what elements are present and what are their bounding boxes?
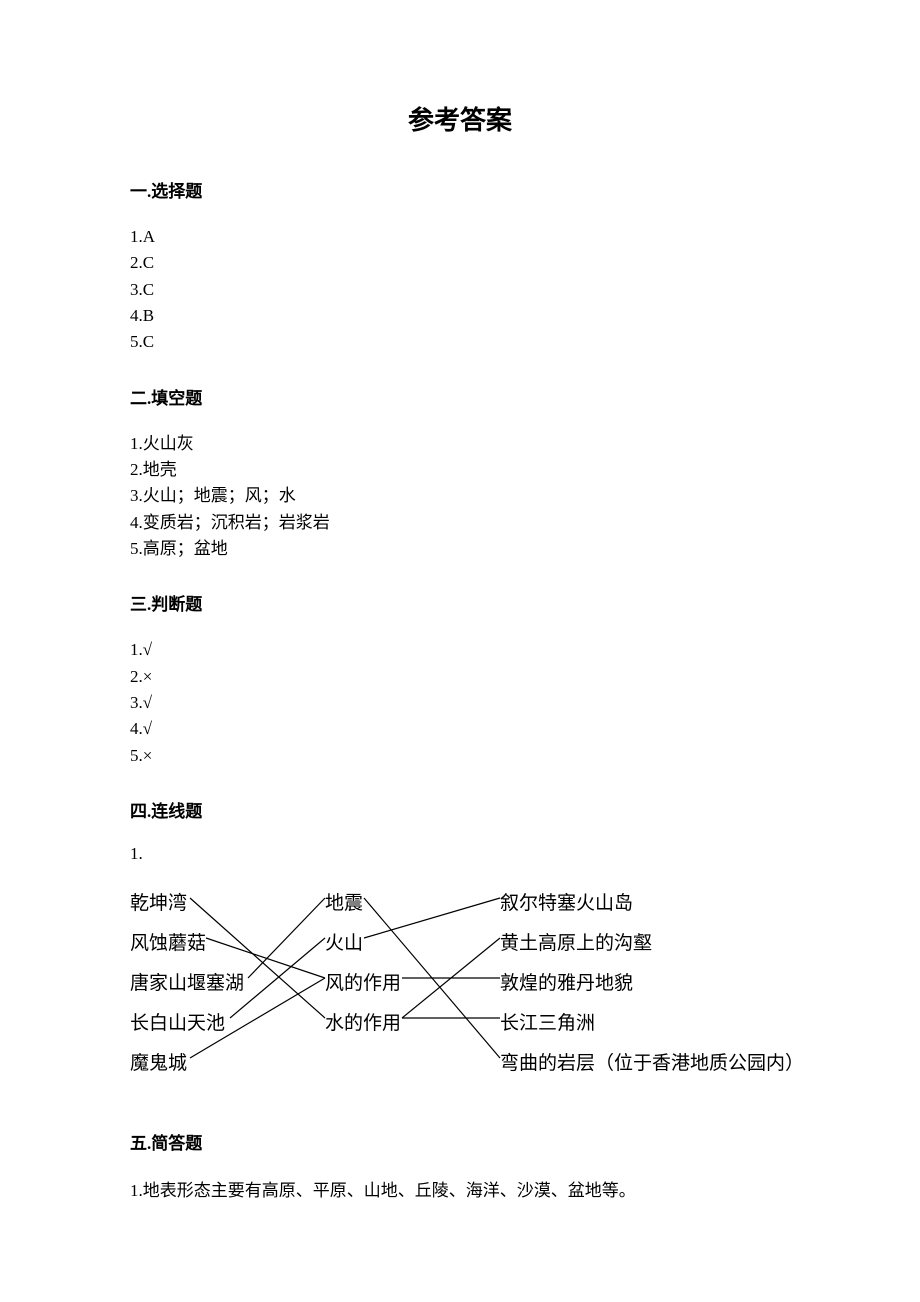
matching-number: 1. — [130, 844, 790, 864]
s1-item-2: 3.C — [130, 277, 790, 303]
section-1-items: 1.A2.C3.C4.B5.C — [130, 224, 790, 356]
s1-item-4: 5.C — [130, 329, 790, 355]
section-5-header: 五.简答题 — [130, 1129, 790, 1154]
match-left-0: 乾坤湾 — [130, 888, 187, 915]
matching-diagram: 乾坤湾风蚀蘑菇唐家山堰塞湖长白山天池魔鬼城 地震火山风的作用水的作用 叙尔特塞火山岛… — [130, 876, 810, 1101]
match-mid-1: 火山 — [325, 928, 363, 955]
match-right-4: 弯曲的岩层（位于香港地质公园内） — [500, 1048, 804, 1075]
s3-item-3: 4.√ — [130, 716, 790, 742]
s3-item-2: 3.√ — [130, 690, 790, 716]
s1-item-3: 4.B — [130, 303, 790, 329]
page-title: 参考答案 — [130, 100, 790, 137]
s1-item-1: 2.C — [130, 250, 790, 276]
section-2-items: 1.火山灰2.地壳3.火山；地震；风；水4.变质岩；沉积岩；岩浆岩5.高原；盆地 — [130, 431, 790, 563]
section-1-header: 一.选择题 — [130, 177, 790, 202]
match-mid-0: 地震 — [325, 888, 363, 915]
match-left-4: 魔鬼城 — [130, 1048, 187, 1075]
match-right-2: 敦煌的雅丹地貌 — [500, 968, 633, 995]
s3-item-4: 5.× — [130, 743, 790, 769]
match-mid-2: 风的作用 — [325, 968, 401, 995]
s3-item-1: 2.× — [130, 664, 790, 690]
s2-item-0: 1.火山灰 — [130, 431, 790, 457]
s3-item-0: 1.√ — [130, 637, 790, 663]
match-left-1: 风蚀蘑菇 — [130, 928, 206, 955]
section-3-items: 1.√2.×3.√4.√5.× — [130, 637, 790, 769]
s2-item-4: 5.高原；盆地 — [130, 536, 790, 562]
match-right-1: 黄土高原上的沟壑 — [500, 928, 652, 955]
match-right-3: 长江三角洲 — [500, 1008, 595, 1035]
match-mid-3: 水的作用 — [325, 1008, 401, 1035]
section-4-header: 四.连线题 — [130, 797, 790, 822]
s2-item-3: 4.变质岩；沉积岩；岩浆岩 — [130, 510, 790, 536]
section-2-header: 二.填空题 — [130, 384, 790, 409]
match-right-0: 叙尔特塞火山岛 — [500, 888, 633, 915]
s1-item-0: 1.A — [130, 224, 790, 250]
s2-item-2: 3.火山；地震；风；水 — [130, 483, 790, 509]
s2-item-1: 2.地壳 — [130, 457, 790, 483]
match-left-3: 长白山天池 — [130, 1008, 225, 1035]
section-5-answer: 1.地表形态主要有高原、平原、山地、丘陵、海洋、沙漠、盆地等。 — [130, 1176, 790, 1201]
section-3-header: 三.判断题 — [130, 590, 790, 615]
match-left-2: 唐家山堰塞湖 — [130, 968, 244, 995]
